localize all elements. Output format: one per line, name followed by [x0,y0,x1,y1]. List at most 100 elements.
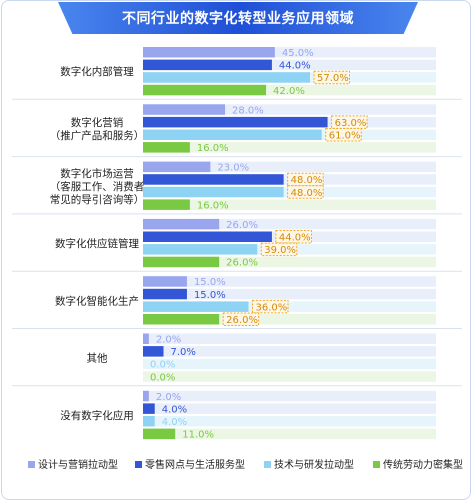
bar [143,161,211,173]
data-label: 2.0% [156,335,181,346]
bar-track [143,199,436,210]
bar [143,346,164,357]
bar-track [143,288,436,300]
bar-track [143,104,436,115]
bar-track [143,403,436,414]
bar-track [143,301,436,312]
bar-track [143,428,436,440]
bar [143,301,249,312]
legend-label: 设计与营销拉动型 [38,458,118,471]
label-highlight-box [325,128,362,142]
bar [143,314,220,325]
category-label: 数字化智能化生产 [55,294,139,307]
legend-swatch [135,461,142,468]
data-label: 57.0% [317,73,349,84]
bar-track [143,84,436,96]
legend-swatch [28,461,35,468]
category-label: （客服工作、消费者 [50,180,145,193]
label-highlight-box [287,172,324,187]
bar-track [143,333,436,344]
data-label: 48.0% [291,175,323,186]
bar [143,47,275,58]
label-highlight-box [260,242,298,257]
bar-track [143,218,436,230]
bar [143,59,272,71]
data-label: 28.0% [232,105,264,116]
label-highlight-box [222,312,260,326]
data-label: 26.0% [226,220,258,231]
data-label: 2.0% [156,392,181,403]
bar [143,333,149,344]
chart-title: 不同行业的数字化转型业务应用领域 [58,2,418,34]
data-label: 26.0% [226,315,258,326]
data-label: 44.0% [279,61,311,72]
label-highlight-box [251,299,289,314]
bar-track [143,371,436,382]
bar-track [143,416,436,427]
bar [143,129,322,140]
data-label: 26.0% [226,258,258,269]
data-label: 36.0% [255,302,287,313]
bar [143,231,272,242]
bar-track [143,346,436,357]
data-label: 16.0% [197,200,229,211]
bar [143,174,284,185]
legend-swatch [373,461,380,468]
bar [143,199,190,210]
data-label: 15.0% [194,290,226,301]
category-label: 其他 [87,352,108,365]
data-label: 0.0% [150,360,175,371]
data-label: 61.0% [329,131,361,142]
category-label: 数字化营销 [71,116,124,129]
label-highlight-box [287,185,324,199]
bar-track [143,256,436,268]
legend-label: 传统劳动力密集型 [383,458,463,471]
label-highlight-box [275,230,312,244]
bar [143,416,155,427]
data-label: 48.0% [291,188,323,199]
bar-track [143,276,436,287]
legend-label: 零售网点与生活服务型 [145,458,245,471]
bar [143,186,284,198]
data-label: 4.0% [162,417,187,428]
bar [143,428,176,440]
bar [143,116,328,128]
bar [143,244,258,255]
bar [143,104,226,115]
data-label: 23.0% [217,163,249,174]
category-label: （推广产品和服务） [50,129,145,142]
bar-track [143,161,436,173]
data-label: 44.0% [279,233,311,244]
legend-swatch [264,461,271,468]
bar-track [143,314,436,325]
category-label: 数字化供应链管理 [55,237,139,250]
bar-track [143,59,436,71]
data-label: 15.0% [194,277,226,288]
data-label: 16.0% [197,143,229,154]
bar [143,84,267,96]
data-label: 42.0% [273,86,305,97]
bar [143,72,311,83]
data-label: 0.0% [150,372,175,383]
bar [143,256,220,268]
data-label: 11.0% [182,430,214,441]
category-label: 数字化市场运营 [60,167,134,180]
bar [143,276,187,287]
bar [143,403,155,414]
data-label: 45.0% [282,48,314,59]
legend-label: 技术与研发拉动型 [274,458,354,471]
bar [143,390,149,402]
category-label: 数字化内部管理 [60,65,134,78]
data-label: 7.0% [171,347,196,358]
category-label: 常见的导引咨询等） [50,193,145,206]
data-label: 63.0% [335,118,367,129]
category-label: 没有数字化应用 [60,409,134,422]
bar [143,218,220,230]
bar-track [143,142,436,153]
data-label: 39.0% [264,245,296,256]
label-highlight-box [331,115,368,129]
label-highlight-box [313,70,351,85]
bar [143,142,190,153]
bar-track [143,390,436,402]
